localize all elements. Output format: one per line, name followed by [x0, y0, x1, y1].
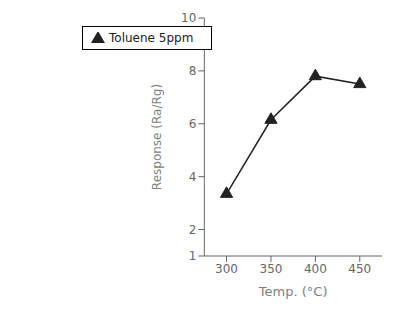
- svg-text:450: 450: [348, 262, 371, 276]
- svg-text:8: 8: [189, 64, 197, 78]
- svg-text:6: 6: [189, 117, 197, 131]
- svg-text:2: 2: [189, 223, 197, 237]
- svg-text:4: 4: [189, 170, 197, 184]
- svg-text:Temp. (°C): Temp. (°C): [258, 284, 328, 299]
- svg-text:10: 10: [181, 11, 196, 25]
- svg-text:Response (Ra/Rg): Response (Ra/Rg): [150, 84, 164, 190]
- html-text:Toluene 5ppm: Toluene 5ppm: [109, 31, 194, 45]
- svg-text:400: 400: [304, 262, 327, 276]
- svg-text:1: 1: [189, 249, 197, 263]
- svg-text:350: 350: [260, 262, 283, 276]
- svg-text:300: 300: [215, 262, 238, 276]
